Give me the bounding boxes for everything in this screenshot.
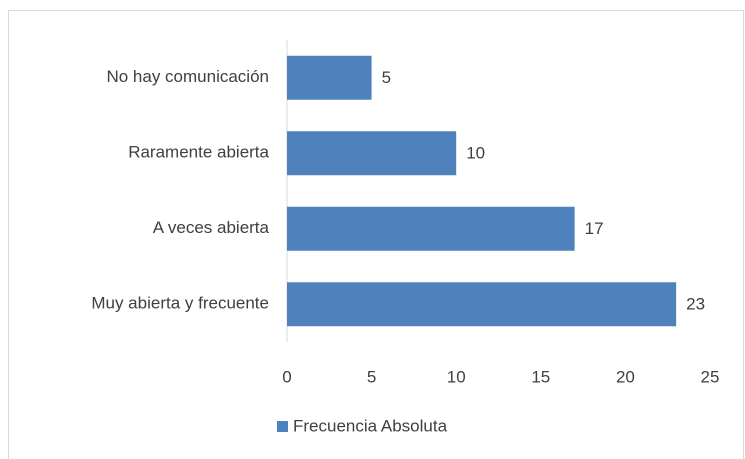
x-tick-label: 5 xyxy=(367,367,376,386)
chart-frame xyxy=(8,10,744,459)
bar xyxy=(287,282,677,327)
x-tick-label: 20 xyxy=(616,367,635,386)
x-tick-label: 25 xyxy=(701,367,720,386)
bar xyxy=(287,131,457,176)
y-tick-label: Muy abierta y frecuente xyxy=(91,294,269,313)
bar xyxy=(287,206,575,251)
data-label: 10 xyxy=(466,144,485,163)
bar xyxy=(287,55,372,100)
x-tick-label: 10 xyxy=(447,367,466,386)
y-tick-label: No hay comunicación xyxy=(106,67,269,86)
data-label: 5 xyxy=(382,68,391,87)
x-tick-label: 0 xyxy=(282,367,291,386)
y-tick-label: Raramente abierta xyxy=(128,143,269,162)
data-label: 17 xyxy=(585,219,604,238)
y-tick-label: A veces abierta xyxy=(153,218,270,237)
legend-label: Frecuencia Absoluta xyxy=(293,416,448,435)
legend-swatch xyxy=(277,421,288,432)
x-tick-label: 15 xyxy=(531,367,550,386)
data-label: 23 xyxy=(686,295,705,314)
